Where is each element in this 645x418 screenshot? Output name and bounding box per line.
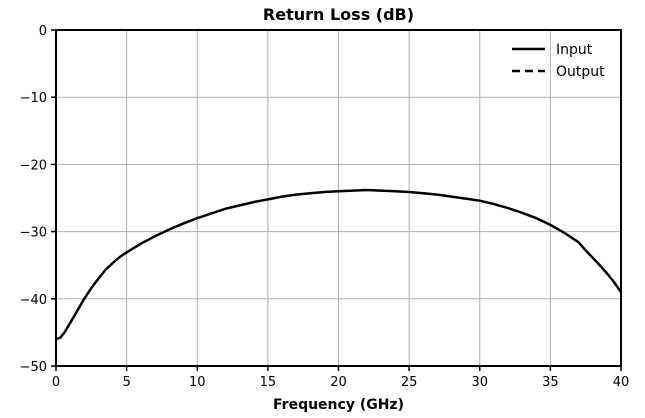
x-tick-label: 35: [542, 375, 559, 390]
x-tick-label: 10: [189, 375, 206, 390]
x-axis-label: Frequency (GHz): [273, 397, 404, 413]
x-tick-label: 30: [471, 375, 488, 390]
x-tick-label: 25: [401, 375, 418, 390]
x-tick-label: 40: [613, 375, 630, 390]
legend-label-output: Output: [556, 64, 605, 80]
series-line-input: [55, 188, 623, 341]
y-tick-label: −10: [20, 91, 47, 106]
y-tick-label: −50: [20, 360, 47, 375]
y-tick-label: 0: [39, 24, 47, 39]
x-tick-label: 0: [52, 375, 60, 390]
legend-label-input: Input: [556, 42, 593, 58]
chart-title: Return Loss (dB): [263, 5, 414, 24]
y-tick-label: −40: [20, 293, 47, 308]
x-tick-label: 20: [330, 375, 347, 390]
axis-ticks: 0 5 10 15 20 25 30 35 40 0 −10 −20 −30 −40 −50: [20, 24, 630, 390]
y-tick-label: −20: [20, 158, 47, 173]
x-tick-label: 5: [122, 375, 130, 390]
y-tick-label: −30: [20, 226, 47, 241]
grid-lines: [55, 29, 622, 367]
legend: Input Output: [512, 42, 605, 80]
x-tick-label: 15: [260, 375, 277, 390]
series-lines: [55, 188, 623, 341]
